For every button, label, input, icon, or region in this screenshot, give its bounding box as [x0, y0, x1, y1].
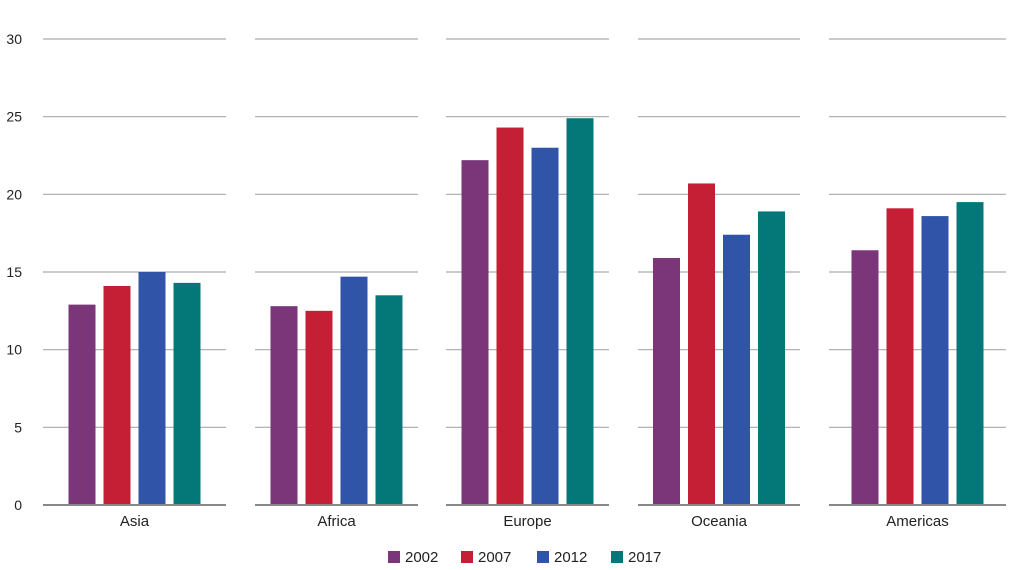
bar-africa-2002 — [270, 306, 298, 505]
bar-europe-2002 — [461, 160, 489, 505]
y-tick-label: 15 — [6, 264, 22, 280]
legend-label-2017: 2017 — [628, 549, 661, 566]
category-label: Asia — [120, 513, 150, 530]
bar-africa-2017 — [375, 295, 403, 505]
y-tick-label: 5 — [14, 419, 22, 435]
legend-swatch-2017 — [611, 551, 623, 563]
category-label: Africa — [317, 513, 356, 530]
bar-americas-2012 — [921, 216, 949, 505]
bar-oceania-2017 — [758, 211, 785, 506]
y-tick-label: 0 — [14, 497, 22, 513]
y-tick-label: 20 — [6, 186, 22, 202]
y-tick-label: 10 — [6, 342, 22, 358]
bars — [68, 118, 984, 506]
legend-label-2002: 2002 — [405, 549, 438, 566]
y-axis-ticks: 0 5 10 15 20 25 30 — [6, 31, 22, 513]
legend-swatch-2002 — [388, 551, 400, 563]
y-tick-label: 25 — [6, 109, 22, 125]
category-label: Americas — [886, 513, 949, 530]
bar-asia-2007 — [103, 285, 131, 505]
bar-oceania-2002 — [653, 258, 680, 505]
bar-americas-2007 — [886, 208, 914, 505]
bar-oceania-2007 — [688, 183, 715, 505]
bar-oceania-2012 — [723, 234, 750, 505]
legend-label-2012: 2012 — [554, 549, 587, 566]
category-label: Oceania — [691, 513, 748, 530]
category-labels: Asia Africa Europe Oceania Americas — [120, 513, 949, 530]
bar-asia-2012 — [138, 272, 166, 505]
category-label: Europe — [503, 513, 551, 530]
legend-swatch-2007 — [461, 551, 473, 563]
legend-label-2007: 2007 — [478, 549, 511, 566]
bar-americas-2017 — [956, 202, 984, 505]
bar-europe-2007 — [496, 127, 524, 505]
legend: 2002 2007 2012 2017 — [388, 549, 661, 566]
bar-asia-2002 — [68, 304, 96, 505]
bar-americas-2002 — [851, 250, 879, 505]
bar-europe-2012 — [531, 147, 559, 505]
bar-africa-2007 — [305, 310, 333, 505]
legend-swatch-2012 — [537, 551, 549, 563]
bar-europe-2017 — [566, 118, 594, 505]
y-tick-label: 30 — [6, 31, 22, 47]
bar-asia-2017 — [173, 282, 201, 505]
bar-africa-2012 — [340, 276, 368, 505]
